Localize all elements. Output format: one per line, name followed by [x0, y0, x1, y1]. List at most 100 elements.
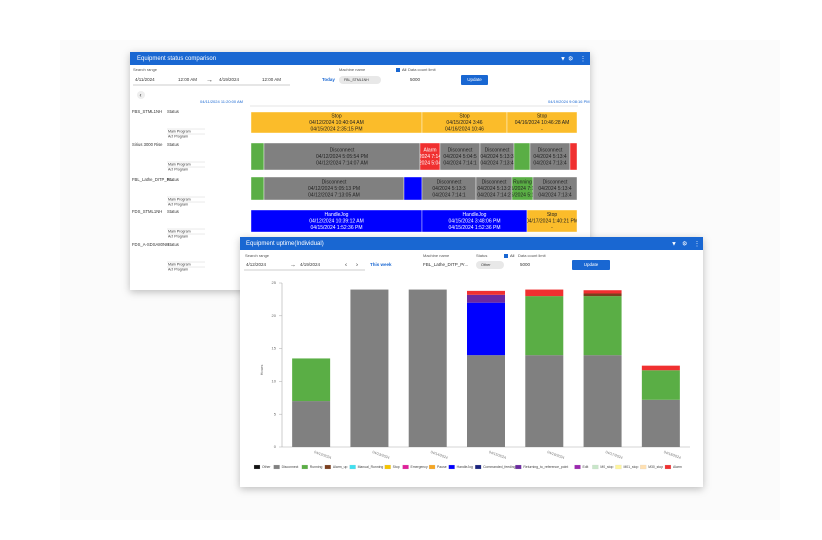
legend-swatch[interactable]	[664, 464, 672, 470]
legend-swatch[interactable]	[640, 464, 647, 470]
timeline-block[interactable]	[513, 142, 531, 171]
legend-swatch[interactable]	[428, 464, 436, 470]
machine-chip-text: FBL_STML1NH	[344, 78, 369, 82]
legend-label[interactable]: Alarm_up	[333, 465, 348, 469]
block-text: 04/16/2024 10:46	[445, 126, 484, 132]
timeline-block[interactable]	[250, 142, 265, 171]
end-date: 4/19/2024	[300, 262, 321, 267]
row-name: FDS_STML1NH	[132, 209, 162, 214]
block-text: Stop	[537, 113, 548, 119]
legend-swatch[interactable]	[402, 464, 409, 470]
block-text: Disconnect	[538, 147, 563, 153]
filter-icon[interactable]: ▼	[671, 242, 677, 248]
legend-label[interactable]: M0_stop	[600, 465, 613, 469]
block-text: 04/16/2024 10:46:28 AM	[515, 120, 570, 126]
timeline-block[interactable]	[529, 142, 571, 171]
legend-swatch[interactable]	[615, 464, 622, 470]
legend-swatch[interactable]	[349, 464, 356, 470]
menu-icon[interactable]: ⋮	[580, 57, 586, 63]
settings-icon[interactable]: ⚙	[682, 241, 687, 248]
block-text: 04/2024 7:14:1	[443, 160, 477, 166]
machine-name: FBL_Lathe_DITP_Pr...	[423, 262, 468, 267]
legend-label[interactable]: Returning_to_reference_point	[523, 465, 568, 469]
legend-swatch[interactable]	[324, 464, 331, 470]
update-text: Update	[584, 262, 599, 267]
filter-icon[interactable]: ▼	[560, 57, 566, 63]
legend-label[interactable]: Disconnect	[282, 465, 299, 469]
legend-label[interactable]: M30_stop	[648, 465, 663, 469]
all-label: All	[510, 253, 515, 258]
all-checkbox[interactable]	[504, 254, 508, 258]
label: Machine name	[423, 253, 450, 258]
block-text: Stop	[459, 113, 470, 119]
back-button[interactable]	[137, 91, 145, 99]
row-sublabel: A/J Program	[168, 267, 188, 271]
block-text: -	[541, 126, 543, 132]
bar-segment	[583, 296, 622, 356]
block-text: 04/15/2024 3:48:06 PM	[449, 218, 501, 224]
update-button[interactable]	[461, 75, 488, 85]
legend-label[interactable]: Commanded_feeding	[483, 465, 516, 469]
row-status-label: Status	[167, 109, 179, 114]
legend-label[interactable]: Other	[262, 465, 271, 469]
legend-label[interactable]: HandleJog	[457, 465, 473, 469]
all-checkbox[interactable]	[396, 68, 400, 72]
block-text: 04/12/2024 10:39:12 AM	[309, 218, 364, 224]
legend-label[interactable]: Manual_Running	[358, 465, 384, 469]
update-button[interactable]	[572, 260, 610, 270]
legend-swatch[interactable]	[253, 464, 261, 470]
block-text: 04/2024 7:14:2	[477, 192, 511, 198]
label: Machine name	[339, 67, 366, 72]
timeline-block[interactable]	[532, 176, 578, 201]
block-text: -	[551, 225, 553, 231]
row-name: FBS_STML1NH	[132, 109, 162, 114]
bar-segment	[292, 358, 331, 402]
timeline-block[interactable]	[403, 176, 423, 201]
next-button[interactable]: ›	[356, 263, 358, 269]
legend-swatch[interactable]	[384, 464, 391, 470]
data-count: 5000	[410, 77, 421, 82]
legend-label[interactable]: Stop	[393, 465, 400, 469]
block-text: Stop	[331, 113, 342, 119]
block-text: Disconnect	[322, 179, 347, 185]
block-text: 04/15/2024 2:35:15 PM	[311, 126, 363, 132]
menu-icon[interactable]: ⋮	[694, 242, 700, 248]
legend-swatch[interactable]	[448, 464, 455, 470]
legend-swatch[interactable]	[515, 464, 522, 470]
legend-label[interactable]: Alarm	[673, 465, 682, 469]
legend-swatch[interactable]	[475, 464, 482, 470]
legend-swatch[interactable]	[301, 464, 308, 470]
legend-label[interactable]: Running	[310, 465, 323, 469]
row-sublabel: A/J Program	[168, 234, 188, 238]
legend-label[interactable]: Pause	[437, 465, 447, 469]
status-chip[interactable]	[476, 261, 504, 269]
block-text: 04/2024 5:13:4	[538, 186, 572, 192]
x-tick-label: 04/17/2024	[605, 450, 623, 460]
legend-label[interactable]: Emergency	[411, 465, 428, 469]
machine-chip[interactable]	[339, 76, 381, 84]
timeline-block[interactable]	[250, 176, 265, 201]
legend-swatch[interactable]	[592, 464, 599, 470]
timeline-block[interactable]	[569, 142, 578, 171]
bar-segment	[525, 289, 564, 297]
timeline-block[interactable]	[439, 142, 481, 171]
legend-swatch[interactable]	[574, 464, 581, 470]
row-sublabel: Main Program	[168, 262, 191, 266]
block-text: 6/2024 5:1	[511, 192, 535, 198]
legend-label[interactable]: M01_stop	[623, 465, 638, 469]
x-tick-label: 04/12/2024	[313, 450, 331, 460]
timeline-block[interactable]	[479, 142, 515, 171]
x-tick-label: 04/16/2024	[547, 450, 565, 460]
settings-icon[interactable]: ⚙	[568, 56, 573, 63]
block-text: 04/12/2024 7:13:05 AM	[308, 192, 360, 198]
legend-swatch[interactable]	[273, 464, 280, 470]
bar-segment	[467, 294, 505, 303]
block-text: Disconnect	[482, 179, 507, 185]
timeline-block[interactable]	[526, 209, 578, 233]
prev-button[interactable]: ‹	[345, 263, 347, 269]
legend-label[interactable]: Edit	[583, 465, 589, 469]
back-arrow[interactable]: ‹	[140, 93, 142, 99]
timeline-block[interactable]	[506, 111, 578, 134]
timeline-block[interactable]	[263, 142, 421, 171]
block-text: 04/17/2024 1:40:21 PM	[526, 218, 578, 224]
